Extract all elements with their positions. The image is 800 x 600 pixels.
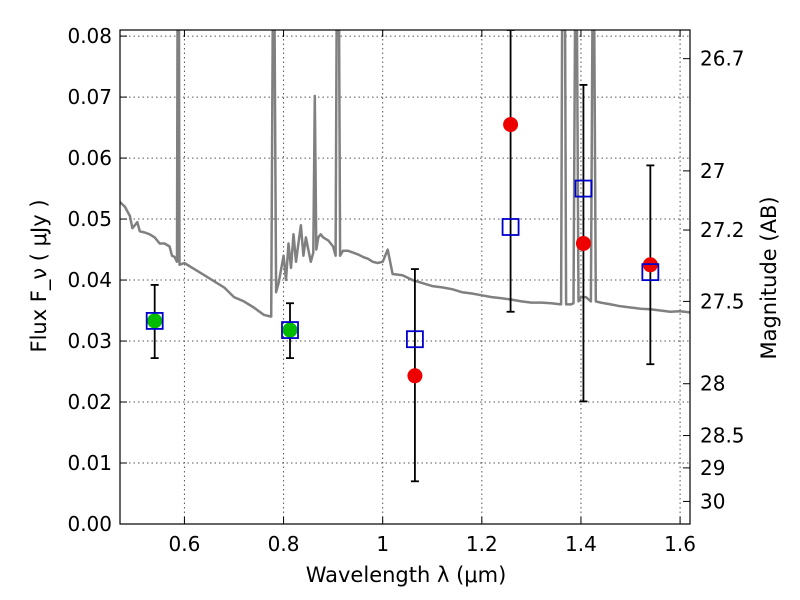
axis-ticks: 0.6 0.8 1 1.2 1.4 1.6 0.00 0.01 0.02 0.03 0.04 0.05… xyxy=(67,24,744,556)
y2-tick-label: 27 xyxy=(700,159,725,183)
x-tick-label: 1 xyxy=(376,532,389,556)
y-tick-label: 0.04 xyxy=(67,268,112,292)
model-photometry-point xyxy=(641,263,660,282)
model-spectrum-line xyxy=(120,30,690,318)
y2-tick-label: 26.7 xyxy=(700,47,745,71)
y-axis-title: Flux F_ν ( μJy ) xyxy=(27,199,52,352)
y2-tick-label: 27.2 xyxy=(700,218,745,242)
data-point xyxy=(147,313,163,329)
x-tick-label: 0.6 xyxy=(169,532,201,556)
y2-tick-label: 27.5 xyxy=(700,289,745,313)
y2-tick-label: 28.5 xyxy=(700,424,745,448)
y-tick-label: 0.05 xyxy=(67,207,112,231)
svg-text:Magnitude (AB): Magnitude (AB) xyxy=(757,196,781,359)
y-tick-label: 0.07 xyxy=(67,85,112,109)
data-point xyxy=(407,368,423,384)
x-axis-title: Wavelength λ (μm) xyxy=(306,563,507,587)
y-tick-label: 0.00 xyxy=(67,512,112,536)
model-photometry-point xyxy=(501,218,520,236)
x-tick-label: 0.8 xyxy=(268,532,300,556)
y2-tick-label: 30 xyxy=(700,489,725,513)
x-tick-label: 1.2 xyxy=(466,532,498,556)
y2-axis-title: Magnitude (AB) xyxy=(757,196,781,359)
y-tick-label: 0.06 xyxy=(67,146,112,170)
model-photometry-point xyxy=(281,321,299,339)
model-photometry-point xyxy=(574,179,593,198)
model-photometry-point xyxy=(145,312,164,330)
y-tick-label: 0.08 xyxy=(67,24,112,48)
x-tick-label: 1.4 xyxy=(565,532,597,556)
y2-tick-label: 28 xyxy=(700,372,725,396)
x-tick-label: 1.6 xyxy=(664,532,696,556)
y-tick-label: 0.02 xyxy=(67,390,112,414)
svg-text:Flux F_ν ( μJy ): Flux F_ν ( μJy ) xyxy=(27,199,52,352)
data-point xyxy=(503,117,519,133)
model-photometry-point xyxy=(406,330,424,349)
y-tick-label: 0.03 xyxy=(67,329,112,353)
y-tick-label: 0.01 xyxy=(67,451,112,475)
y2-tick-label: 29 xyxy=(700,456,725,480)
data-point xyxy=(575,235,591,251)
data-point xyxy=(282,322,298,338)
plot-frame xyxy=(119,29,691,525)
plot-area xyxy=(120,30,690,483)
